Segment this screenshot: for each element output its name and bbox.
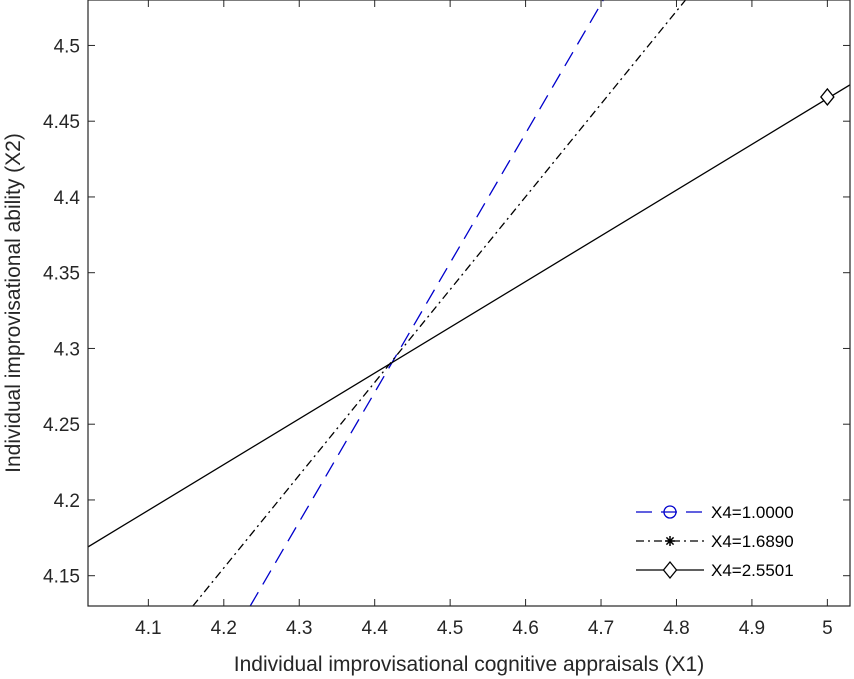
series-line-3 bbox=[88, 84, 850, 548]
y-tick-label: 4.4 bbox=[54, 188, 81, 209]
y-tick-label: 4.3 bbox=[54, 339, 80, 360]
y-tick-label: 4.35 bbox=[43, 264, 80, 285]
x-tick-label: 4.9 bbox=[739, 618, 765, 639]
legend-item-3: X4=2.5501 bbox=[636, 560, 794, 580]
series-line-1 bbox=[249, 0, 604, 606]
y-tick-label: 4.15 bbox=[43, 567, 80, 588]
y-tick-label: 4.25 bbox=[43, 415, 80, 436]
x-tick-label: 4.1 bbox=[135, 618, 161, 639]
legend-label-2: X4=1.6890 bbox=[711, 532, 794, 551]
axes-box bbox=[87, 0, 851, 607]
series-3-marker-1 bbox=[820, 87, 835, 106]
x-tick-label: 4.8 bbox=[663, 618, 689, 639]
y-tick-label: 4.5 bbox=[54, 36, 80, 57]
x-tick-label: 4.6 bbox=[512, 618, 538, 639]
legend-item-2: X4=1.6890 bbox=[636, 532, 794, 551]
x-tick-label: 5 bbox=[822, 618, 833, 639]
x-axis-label: Individual improvisational cognitive app… bbox=[234, 653, 704, 676]
legend-label-1: X4=1.0000 bbox=[711, 503, 794, 522]
x-tick-label: 4.5 bbox=[437, 618, 463, 639]
legend-marker-2 bbox=[665, 536, 675, 546]
legend-marker-1 bbox=[663, 505, 677, 519]
y-axis-label: Individual improvisational ability (X2) bbox=[2, 133, 25, 473]
x-tick-label: 4.2 bbox=[211, 618, 237, 639]
x-tick-label: 4.7 bbox=[588, 618, 614, 639]
y-tick-label: 4.45 bbox=[43, 112, 80, 133]
legend-item-1: X4=1.0000 bbox=[636, 503, 794, 522]
legend-label-3: X4=2.5501 bbox=[711, 561, 794, 580]
legend-marker-3 bbox=[662, 560, 678, 580]
legend: X4=1.0000 X4=1.6890 X4=2.5501 bbox=[622, 496, 820, 588]
y-tick-label: 4.2 bbox=[54, 491, 80, 512]
x-tick-label: 4.3 bbox=[286, 618, 312, 639]
series-line-2 bbox=[192, 0, 687, 606]
x-tick-label: 4.4 bbox=[361, 618, 388, 639]
legend-box bbox=[622, 496, 820, 588]
